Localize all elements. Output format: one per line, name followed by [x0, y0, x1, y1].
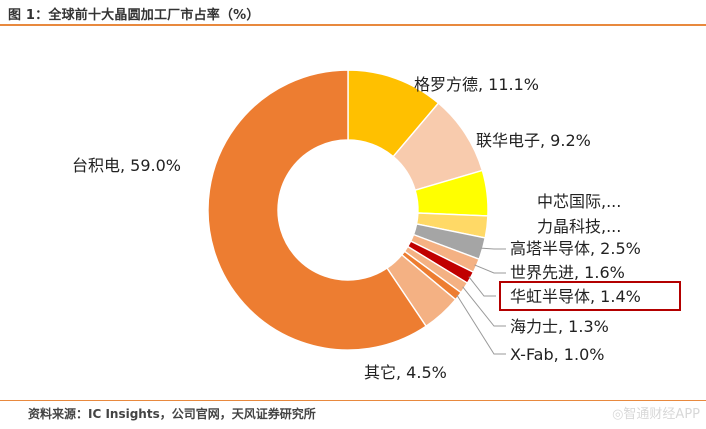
- leader-世界先进: [474, 264, 506, 274]
- label-世界先进: 世界先进, 1.6%: [510, 263, 625, 282]
- label-高塔半导体: 高塔半导体, 2.5%: [510, 239, 641, 258]
- label-X-Fab: X-Fab, 1.0%: [510, 345, 604, 364]
- label-联华电子: 联华电子, 9.2%: [476, 131, 591, 150]
- title-divider: [0, 24, 706, 26]
- leader-海力士: [462, 286, 506, 327]
- watermark: ◎智通财经APP: [612, 407, 700, 422]
- label-台积电: 台积电, 59.0%: [72, 156, 181, 175]
- label-中芯国际: 中芯国际,...: [537, 192, 621, 211]
- leader-华虹半导体: [468, 276, 496, 297]
- label-华虹半导体: 华虹半导体, 1.4%: [510, 287, 641, 306]
- highlight-box: [499, 281, 681, 311]
- slice-台积电: [207, 69, 428, 351]
- label-其它: 其它, 4.5%: [364, 363, 447, 382]
- label-海力士: 海力士, 1.3%: [510, 317, 609, 336]
- leader-高塔半导体: [480, 247, 506, 250]
- leader-X-Fab: [456, 294, 506, 355]
- label-格罗方德: 格罗方德, 11.1%: [414, 75, 539, 94]
- label-力晶科技: 力晶科技,...: [537, 217, 621, 236]
- source-note: 资料来源：IC Insights，公司官网，天风证券研究所: [28, 407, 316, 421]
- figure-title: 图 1：全球前十大晶圆加工厂市占率（%）: [8, 8, 260, 23]
- source-divider: [0, 400, 706, 401]
